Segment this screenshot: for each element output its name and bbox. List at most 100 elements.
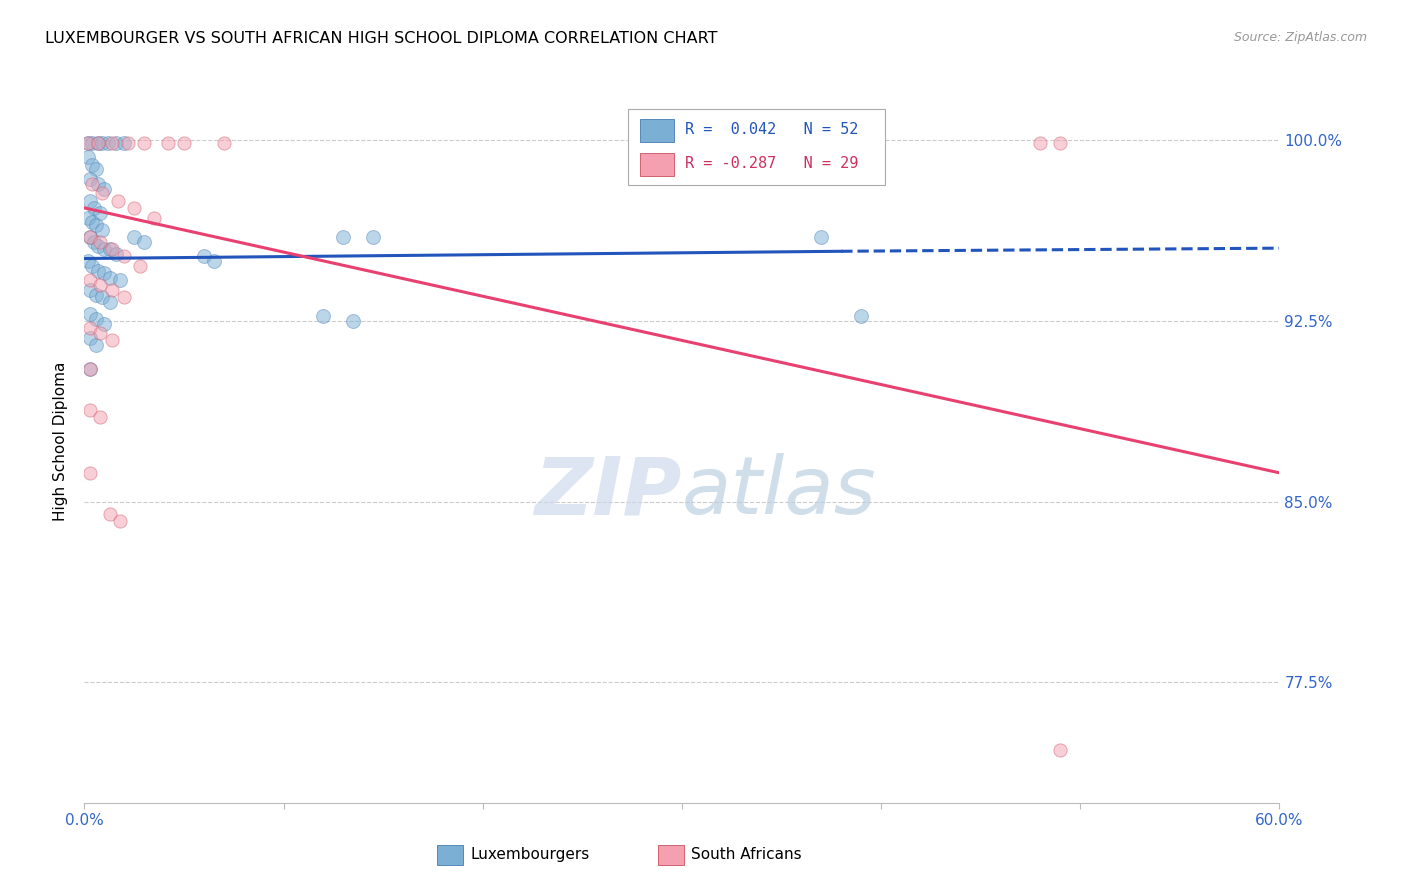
Point	[79, 172, 101, 186]
Point	[82, 177, 104, 191]
Point	[79, 362, 101, 376]
Point	[173, 136, 195, 150]
FancyBboxPatch shape	[437, 845, 463, 865]
Point	[79, 331, 101, 345]
Point	[91, 222, 114, 236]
Point	[77, 253, 100, 268]
Point	[651, 136, 673, 150]
Point	[79, 403, 101, 417]
Point	[157, 136, 180, 150]
Point	[112, 290, 135, 304]
Point	[143, 211, 166, 225]
Point	[105, 246, 128, 260]
Point	[79, 321, 101, 335]
Text: R =  0.042   N = 52: R = 0.042 N = 52	[686, 122, 859, 136]
Point	[91, 186, 114, 201]
Point	[82, 215, 104, 229]
Point	[361, 230, 384, 244]
Point	[89, 410, 111, 425]
Point	[89, 205, 111, 219]
Point	[110, 273, 132, 287]
Point	[342, 314, 364, 328]
Point	[87, 239, 110, 253]
Point	[89, 235, 111, 249]
Point	[1049, 743, 1071, 757]
Point	[112, 249, 135, 263]
Point	[830, 136, 852, 150]
Point	[122, 201, 145, 215]
Point	[79, 362, 101, 376]
Point	[87, 263, 110, 277]
Point	[132, 136, 156, 150]
Point	[851, 310, 873, 324]
Point	[89, 326, 111, 340]
Point	[122, 230, 145, 244]
Point	[79, 273, 101, 287]
Point	[91, 290, 114, 304]
Point	[97, 136, 120, 150]
Point	[83, 201, 105, 215]
Point	[129, 259, 152, 273]
Point	[87, 136, 110, 150]
Text: atlas: atlas	[682, 453, 877, 531]
Point	[77, 136, 100, 150]
Point	[1049, 136, 1071, 150]
Point	[93, 317, 115, 331]
Point	[86, 218, 108, 232]
Point	[87, 177, 110, 191]
Point	[87, 136, 110, 150]
Point	[79, 466, 101, 480]
Point	[79, 194, 101, 208]
Text: ZIP: ZIP	[534, 453, 682, 531]
Point	[82, 157, 104, 171]
Point	[631, 136, 654, 150]
Text: R = -0.287   N = 29: R = -0.287 N = 29	[686, 156, 859, 171]
Point	[810, 230, 832, 244]
Point	[79, 283, 101, 297]
Point	[193, 249, 215, 263]
Point	[91, 136, 114, 150]
Point	[77, 150, 100, 164]
Point	[105, 136, 128, 150]
Point	[89, 278, 111, 293]
Point	[86, 162, 108, 177]
Point	[98, 242, 121, 256]
Point	[86, 311, 108, 326]
Point	[77, 136, 100, 150]
FancyBboxPatch shape	[640, 153, 673, 176]
FancyBboxPatch shape	[628, 109, 886, 185]
Point	[1029, 136, 1052, 150]
Point	[202, 253, 225, 268]
Point	[101, 136, 124, 150]
Point	[101, 283, 124, 297]
Point	[332, 230, 354, 244]
Point	[86, 287, 108, 301]
Text: Source: ZipAtlas.com: Source: ZipAtlas.com	[1233, 31, 1367, 45]
Point	[93, 266, 115, 280]
Point	[77, 211, 100, 225]
Point	[93, 181, 115, 195]
Point	[132, 235, 156, 249]
Point	[98, 507, 121, 521]
Point	[98, 294, 121, 309]
Point	[82, 259, 104, 273]
Point	[86, 338, 108, 352]
Point	[79, 307, 101, 321]
Point	[79, 230, 101, 244]
Text: Luxembourgers: Luxembourgers	[471, 847, 589, 863]
Point	[82, 136, 104, 150]
Text: South Africans: South Africans	[692, 847, 801, 863]
Point	[79, 230, 101, 244]
Point	[101, 334, 124, 348]
Point	[101, 242, 124, 256]
FancyBboxPatch shape	[658, 845, 685, 865]
Point	[107, 194, 129, 208]
Y-axis label: High School Diploma: High School Diploma	[53, 362, 69, 521]
Point	[93, 242, 115, 256]
Point	[83, 235, 105, 249]
Point	[98, 270, 121, 285]
Point	[117, 136, 139, 150]
Point	[212, 136, 235, 150]
Point	[312, 310, 335, 324]
FancyBboxPatch shape	[640, 119, 673, 142]
